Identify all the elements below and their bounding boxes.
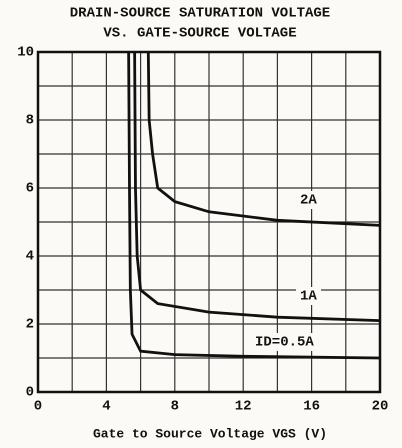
y-tick-label: 0	[26, 385, 34, 401]
y-tick-label: 6	[26, 181, 34, 197]
x-tick-label: 8	[171, 399, 179, 415]
label-bg	[296, 191, 321, 209]
series-label: 1A	[300, 289, 317, 305]
line	[127, 51, 381, 360]
label-bg	[251, 333, 319, 351]
y-tick-label: 4	[26, 249, 34, 265]
x-axis-label: Gate to Source Voltage VGS (V)	[93, 426, 327, 441]
label-bg	[296, 287, 321, 305]
y-tick-label: 2	[26, 317, 34, 333]
series-label: ID=0.5A	[255, 335, 314, 351]
plot-frame	[36, 50, 382, 394]
x-tick-label: 12	[235, 399, 252, 415]
chart-title: DRAIN-SOURCE SATURATION VOLTAGE	[70, 6, 330, 22]
line	[133, 51, 381, 322]
y-tick-label: 10	[17, 45, 34, 61]
x-tick-label: 16	[303, 399, 320, 415]
x-tick-label: 0	[34, 399, 42, 415]
x-tick-label: 4	[102, 399, 110, 415]
chart-title: VS. GATE-SOURCE VOLTAGE	[103, 26, 296, 42]
x-tick-label: 20	[372, 399, 389, 415]
line	[146, 51, 381, 227]
y-tick-label: 8	[26, 113, 34, 129]
series-label: 2A	[300, 193, 317, 209]
